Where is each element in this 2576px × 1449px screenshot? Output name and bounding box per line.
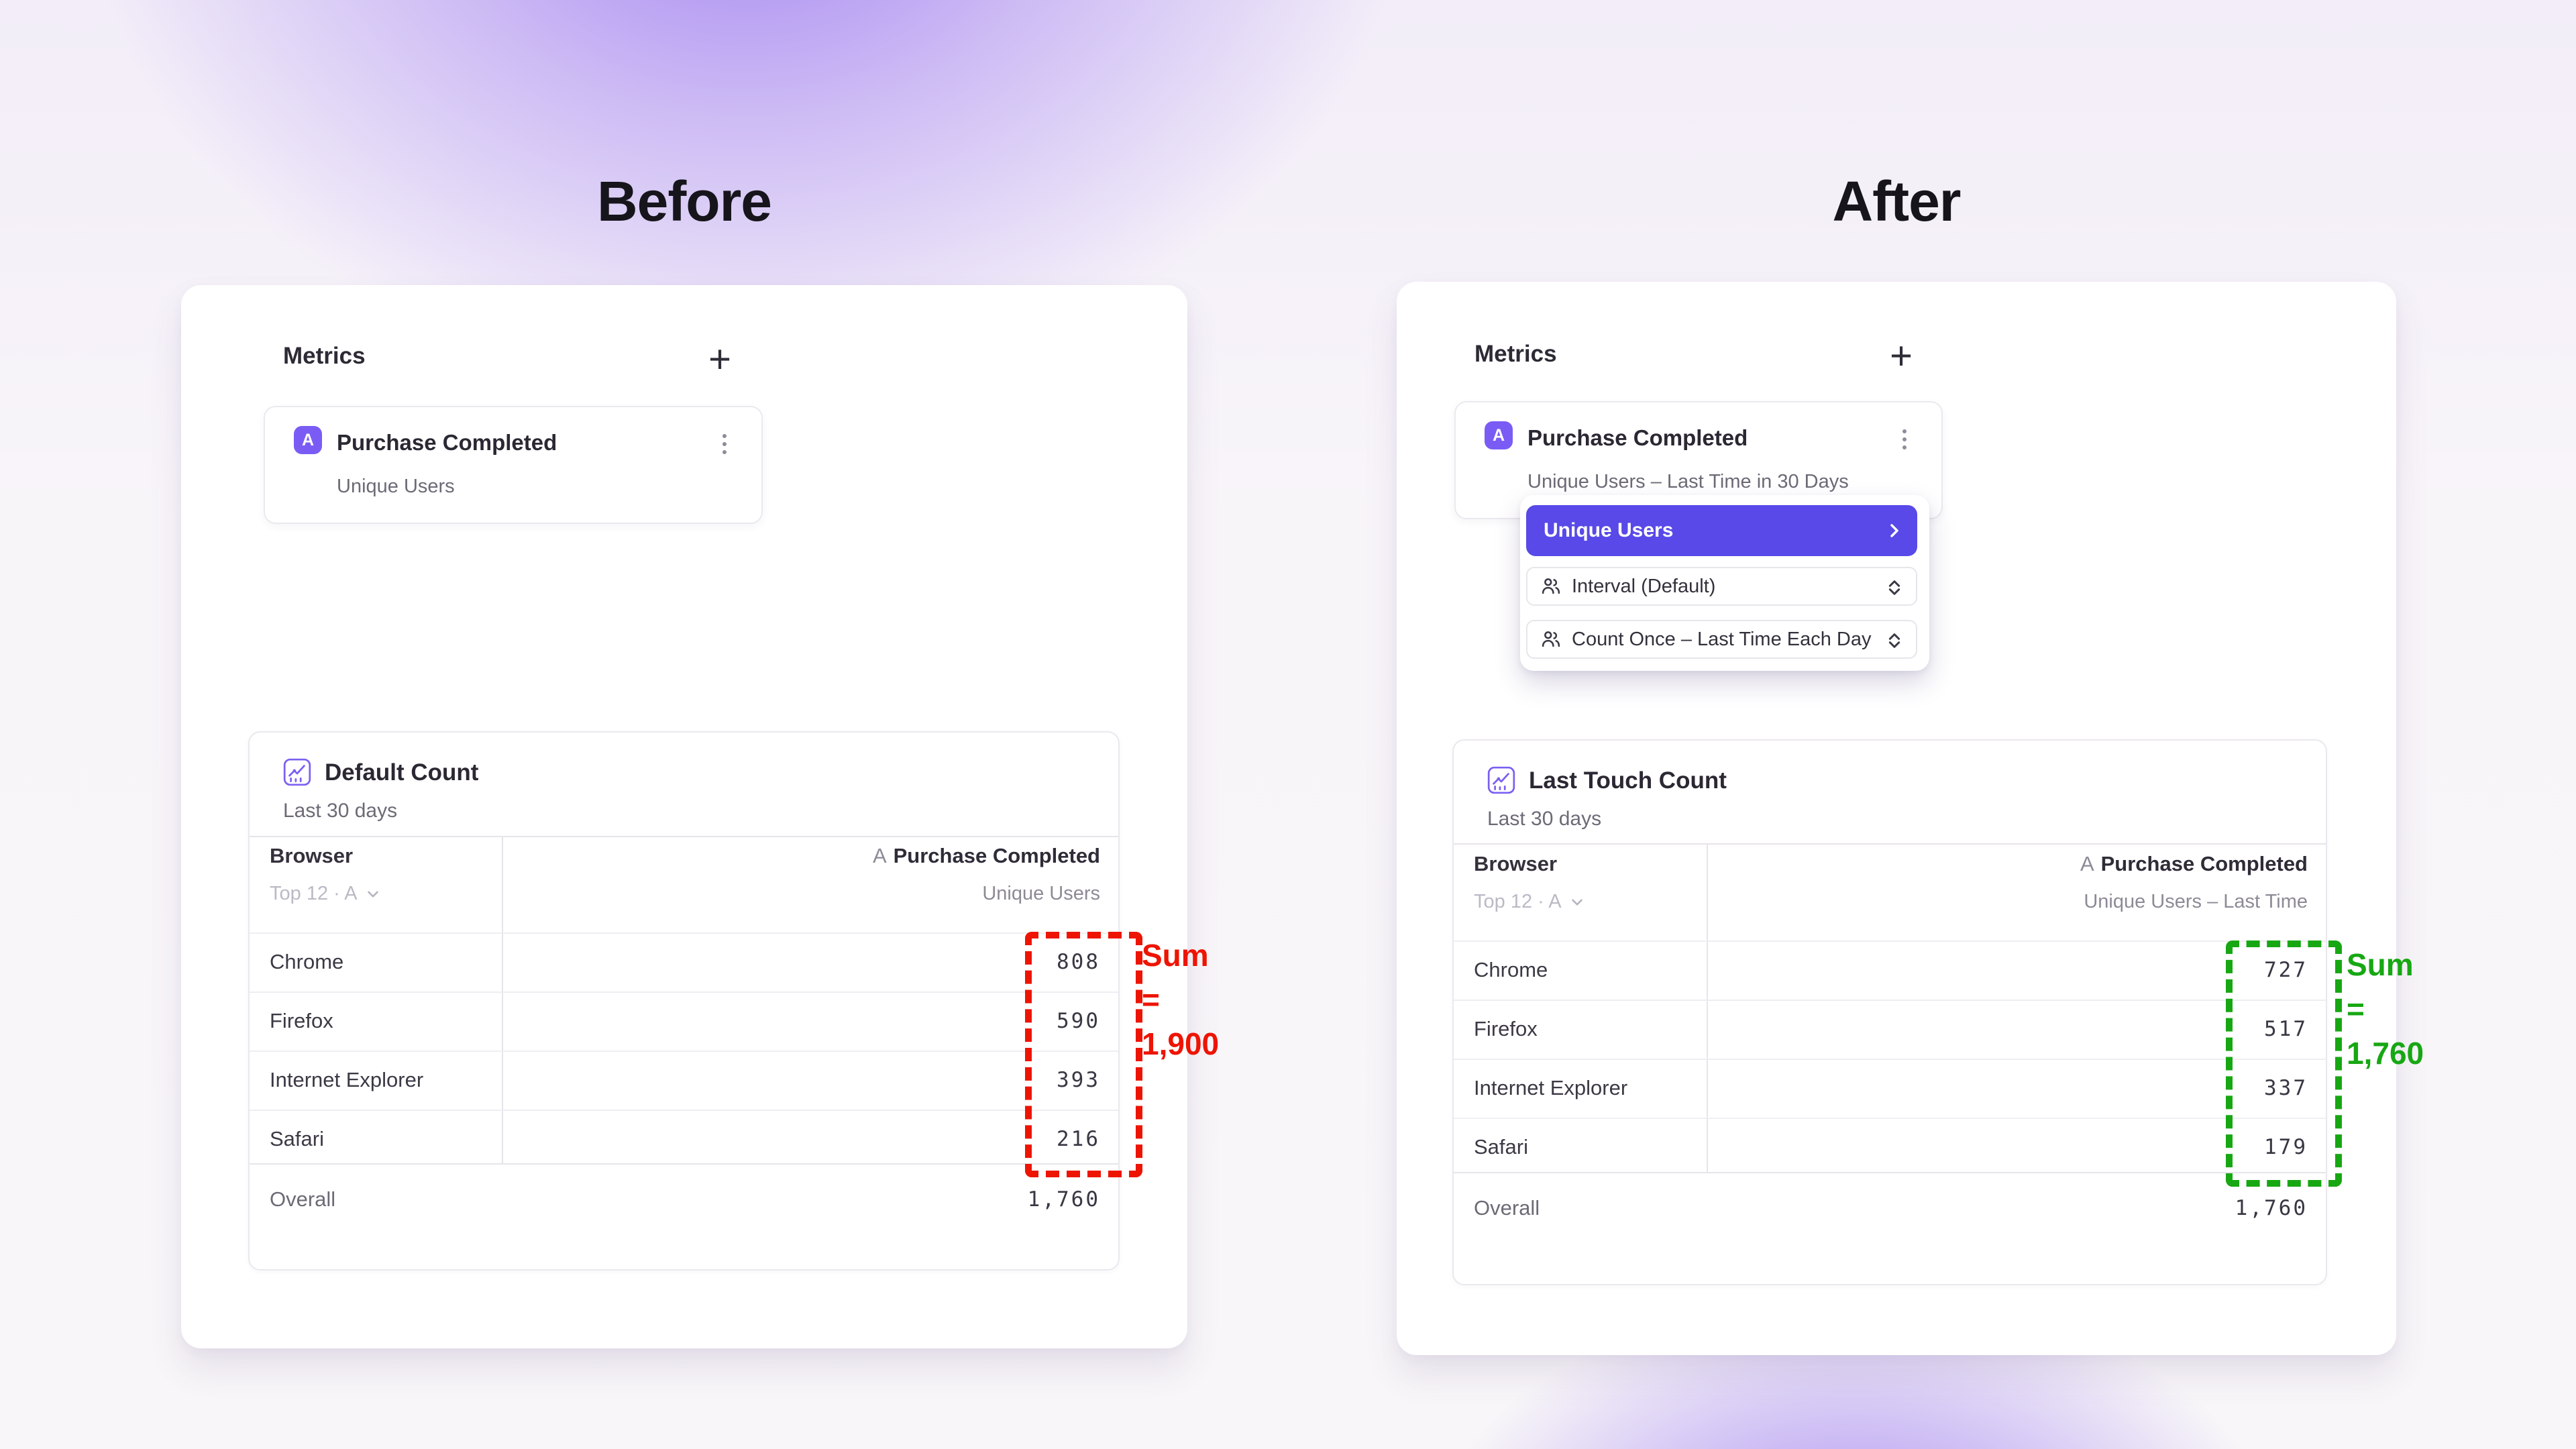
browser-filter-label: Top 12 · A <box>1474 891 1562 912</box>
measured-as-dropdown: Unique Users Interval (Default) <box>1520 495 1929 671</box>
kebab-menu-icon[interactable] <box>722 434 727 438</box>
row-label: Internet Explorer <box>270 1068 424 1091</box>
table-row: Chrome 727 <box>1454 941 2326 1000</box>
browser-filter[interactable]: Top 12 · A <box>270 883 382 905</box>
chevron-up-down-icon <box>1884 577 1905 598</box>
metric-series-prefix: A <box>872 844 887 867</box>
before-panel: Metrics + A Purchase Completed Unique Us… <box>181 285 1219 1348</box>
two-people-icon <box>1540 575 1562 598</box>
report-title: Default Count <box>325 759 479 786</box>
row-value: 216 <box>1057 1127 1100 1151</box>
after-title: After <box>1832 170 1961 233</box>
metric-subtitle: Unique Users – Last Time in 30 Days <box>1527 471 1849 492</box>
sum-annotation-line1: Sum = <box>2347 947 2414 1026</box>
add-metric-button[interactable]: + <box>1877 332 1925 380</box>
highlight-box-red <box>1025 932 1142 1177</box>
table-row: Safari 179 <box>1454 1118 2326 1177</box>
sum-annotation-line1: Sum = <box>1142 938 1209 1017</box>
row-label: Chrome <box>270 950 344 973</box>
row-value: 393 <box>1057 1068 1100 1092</box>
chevron-down-icon <box>364 885 382 903</box>
table-row: Safari 216 <box>250 1110 1118 1169</box>
table-header-divider <box>250 836 1118 837</box>
table-row: Internet Explorer 393 <box>250 1051 1118 1110</box>
last-touch-count-card: Last Touch Count Last 30 days Browser To… <box>1452 739 2327 1285</box>
metrics-heading: Metrics <box>1474 341 1557 367</box>
dropdown-selected-label: Unique Users <box>1544 519 1674 541</box>
line-chart-icon <box>1486 765 1517 796</box>
metric-name: Purchase Completed <box>1527 425 1748 450</box>
table-row: Chrome 808 <box>250 932 1118 991</box>
table-row: Firefox 590 <box>250 991 1118 1051</box>
dropdown-selected-option[interactable]: Unique Users <box>1526 505 1917 556</box>
browser-filter-label: Top 12 · A <box>270 883 358 904</box>
after-panel: Metrics + A Purchase Completed Unique Us… <box>1397 282 2424 1355</box>
row-label: Firefox <box>1474 1017 1538 1040</box>
default-count-card: Default Count Last 30 days Browser Top 1… <box>248 731 1120 1271</box>
row-value: 590 <box>1057 1009 1100 1033</box>
row-label: Safari <box>1474 1135 1528 1159</box>
metrics-heading: Metrics <box>283 343 366 369</box>
row-label: Internet Explorer <box>1474 1076 1628 1099</box>
row-label: Safari <box>270 1127 324 1150</box>
line-chart-icon <box>282 757 313 788</box>
overall-row: Overall 1,760 <box>1454 1172 2326 1284</box>
chevron-right-icon <box>1884 520 1905 541</box>
row-label: Firefox <box>270 1009 333 1032</box>
report-date-range: Last 30 days <box>1487 808 1602 830</box>
metric-badge: A <box>294 426 322 454</box>
metric-name: Purchase Completed <box>337 430 557 455</box>
column-subheader-metric: Unique Users – Last Time <box>2084 891 2308 912</box>
column-header-browser: Browser <box>1474 852 1558 875</box>
browser-filter[interactable]: Top 12 · A <box>1474 891 1586 913</box>
overall-label: Overall <box>1474 1196 1540 1220</box>
table-column-divider <box>502 836 503 1163</box>
metric-item[interactable]: A Purchase Completed Unique Users <box>264 406 763 524</box>
dropdown-option-label: Count Once – Last Time Each Day <box>1572 628 1872 650</box>
chevron-down-icon <box>1568 894 1586 911</box>
column-subheader-metric: Unique Users <box>982 883 1100 904</box>
report-title: Last Touch Count <box>1529 767 1727 794</box>
sum-annotation-line2: 1,760 <box>2347 1036 2424 1071</box>
dropdown-option-count-once[interactable]: Count Once – Last Time Each Day <box>1526 620 1917 659</box>
table-body: Chrome 727 Firefox 517 Internet Explorer… <box>1454 941 2326 1177</box>
dropdown-option-label: Interval (Default) <box>1572 575 1716 597</box>
table-header-divider <box>1454 843 2326 845</box>
two-people-icon <box>1540 628 1562 651</box>
row-value: 179 <box>2264 1135 2308 1159</box>
overall-value: 1,760 <box>1027 1187 1100 1212</box>
overall-row: Overall 1,760 <box>250 1163 1118 1269</box>
highlight-box-green <box>2226 941 2342 1187</box>
add-metric-button[interactable]: + <box>696 335 744 384</box>
column-header-metric: A Purchase Completed <box>873 844 1100 868</box>
metric-header-name: Purchase Completed <box>2100 852 2308 875</box>
kebab-menu-icon[interactable] <box>1902 429 1907 433</box>
row-value: 337 <box>2264 1076 2308 1100</box>
table-body: Chrome 808 Firefox 590 Internet Explorer… <box>250 932 1118 1169</box>
row-value: 808 <box>1057 950 1100 974</box>
table-column-divider <box>1707 843 1708 1172</box>
sum-annotation-red: Sum = 1,900 <box>1142 933 1219 1066</box>
table-row: Firefox 517 <box>1454 1000 2326 1059</box>
chevron-up-down-icon <box>1884 630 1905 651</box>
row-value: 727 <box>2264 958 2308 982</box>
row-value: 517 <box>2264 1017 2308 1041</box>
column-header-browser: Browser <box>270 844 354 867</box>
overall-value: 1,760 <box>2235 1196 2308 1220</box>
report-date-range: Last 30 days <box>283 800 398 822</box>
overall-label: Overall <box>270 1187 336 1211</box>
row-label: Chrome <box>1474 958 1548 981</box>
sum-annotation-green: Sum = 1,760 <box>2347 943 2424 1075</box>
metric-header-name: Purchase Completed <box>893 844 1100 867</box>
metric-badge: A <box>1485 421 1513 449</box>
before-title: Before <box>596 170 772 233</box>
metric-series-prefix: A <box>2080 852 2094 875</box>
column-header-metric: A Purchase Completed <box>2080 852 2308 876</box>
table-row: Internet Explorer 337 <box>1454 1059 2326 1118</box>
metric-subtitle: Unique Users <box>337 476 455 497</box>
sum-annotation-line2: 1,900 <box>1142 1026 1220 1061</box>
dropdown-option-interval[interactable]: Interval (Default) <box>1526 567 1917 606</box>
